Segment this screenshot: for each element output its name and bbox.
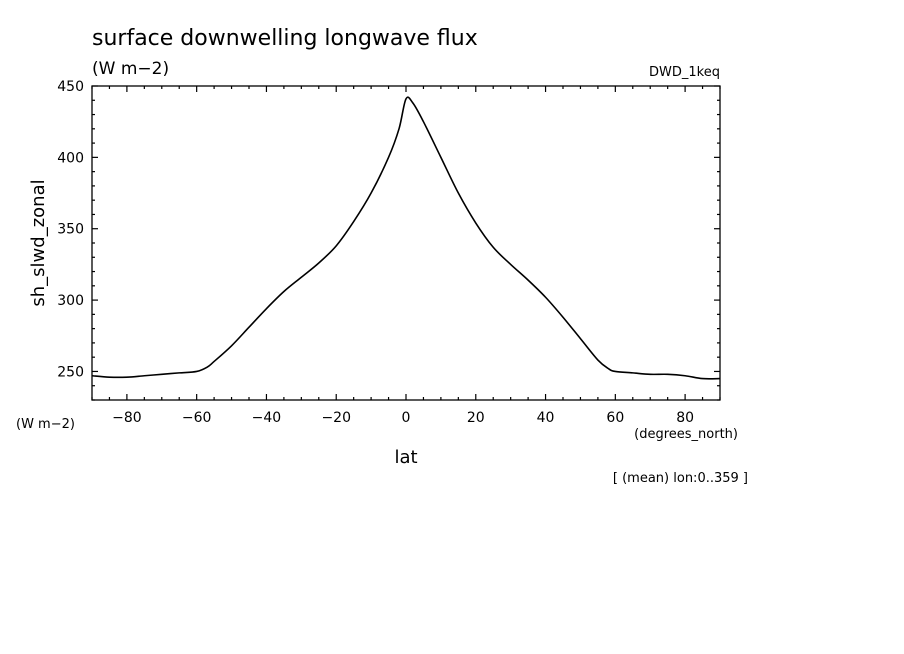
series-line [91, 96, 721, 380]
y-axis-units: (W m−2) [16, 417, 75, 432]
chart-title: surface downwelling longwave flux [92, 26, 478, 51]
x-tick-label: 80 [676, 410, 694, 426]
annotation: [ (mean) lon:0..359 ] [613, 471, 748, 486]
chart-units: (W m−2) [92, 59, 169, 79]
y-axis-title: sh_slwd_zonal [28, 179, 49, 306]
y-tick-label: 250 [57, 364, 84, 380]
x-axis-units: (degrees_north) [634, 427, 738, 442]
x-tick-label: −80 [112, 410, 142, 426]
y-axis: 250 300 350 400 450 [57, 79, 720, 401]
x-tick-label: −60 [182, 410, 212, 426]
y-tick-label: 350 [57, 222, 84, 238]
x-tick-label: −20 [321, 410, 351, 426]
x-tick-label: 20 [467, 410, 485, 426]
x-tick-label: 60 [606, 410, 624, 426]
series-layer [91, 96, 721, 380]
x-tick-label: −40 [252, 410, 282, 426]
y-tick-label: 300 [57, 293, 84, 309]
x-tick-label: 0 [402, 410, 411, 426]
x-tick-label: 40 [537, 410, 555, 426]
x-axis: −80 −60 −40 −20 0 20 40 60 80 [91, 86, 721, 426]
y-tick-label: 400 [57, 150, 84, 166]
y-tick-label: 450 [57, 79, 84, 95]
plot-frame [91, 85, 721, 401]
dataset-label: DWD_1keq [649, 65, 720, 80]
x-axis-title: lat [394, 447, 417, 468]
